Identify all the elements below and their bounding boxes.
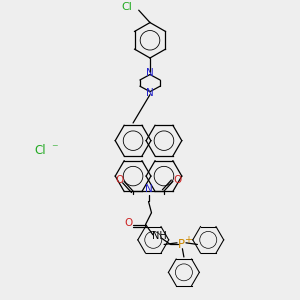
- Text: Cl: Cl: [34, 145, 46, 158]
- Text: N: N: [145, 184, 152, 194]
- Text: O: O: [124, 218, 132, 228]
- Text: N: N: [146, 68, 154, 78]
- Text: NH: NH: [152, 231, 166, 241]
- Text: Cl: Cl: [122, 2, 132, 12]
- Text: ⁻: ⁻: [51, 142, 58, 155]
- Text: N: N: [146, 88, 154, 98]
- Text: O: O: [173, 175, 182, 185]
- Text: +: +: [184, 235, 192, 245]
- Text: O: O: [115, 175, 124, 185]
- Text: P: P: [178, 238, 185, 251]
